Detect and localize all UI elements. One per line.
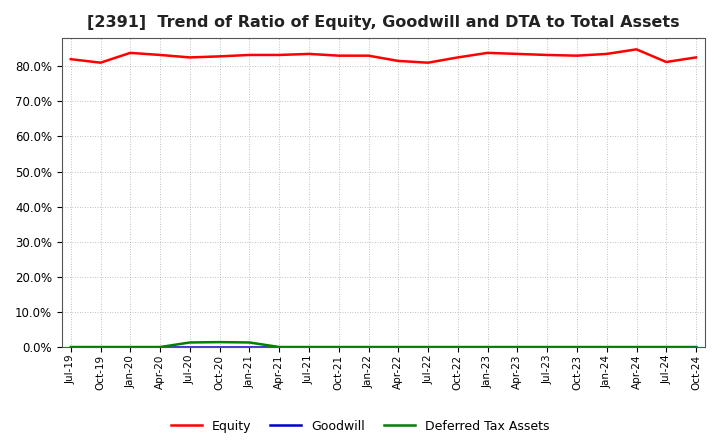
- Deferred Tax Assets: [215, 340, 224, 345]
- Goodwill: [156, 345, 164, 350]
- Goodwill: [662, 345, 670, 350]
- Equity: [96, 60, 105, 65]
- Goodwill: [483, 345, 492, 350]
- Deferred Tax Assets: [692, 345, 701, 350]
- Deferred Tax Assets: [305, 345, 313, 350]
- Legend: Equity, Goodwill, Deferred Tax Assets: Equity, Goodwill, Deferred Tax Assets: [166, 414, 554, 437]
- Goodwill: [215, 345, 224, 350]
- Equity: [156, 52, 164, 58]
- Deferred Tax Assets: [335, 345, 343, 350]
- Goodwill: [543, 345, 552, 350]
- Equity: [245, 52, 253, 58]
- Deferred Tax Assets: [126, 345, 135, 350]
- Goodwill: [603, 345, 611, 350]
- Equity: [275, 52, 284, 58]
- Deferred Tax Assets: [632, 345, 641, 350]
- Equity: [603, 51, 611, 57]
- Equity: [305, 51, 313, 57]
- Line: Equity: Equity: [71, 49, 696, 62]
- Equity: [543, 52, 552, 58]
- Equity: [215, 54, 224, 59]
- Goodwill: [572, 345, 581, 350]
- Goodwill: [692, 345, 701, 350]
- Equity: [335, 53, 343, 59]
- Equity: [692, 55, 701, 60]
- Deferred Tax Assets: [66, 345, 75, 350]
- Deferred Tax Assets: [364, 345, 373, 350]
- Deferred Tax Assets: [96, 345, 105, 350]
- Equity: [662, 59, 670, 65]
- Deferred Tax Assets: [603, 345, 611, 350]
- Equity: [513, 51, 522, 57]
- Equity: [66, 56, 75, 62]
- Deferred Tax Assets: [454, 345, 462, 350]
- Goodwill: [335, 345, 343, 350]
- Goodwill: [186, 345, 194, 350]
- Equity: [572, 53, 581, 59]
- Deferred Tax Assets: [662, 345, 670, 350]
- Equity: [454, 55, 462, 60]
- Deferred Tax Assets: [572, 345, 581, 350]
- Goodwill: [126, 345, 135, 350]
- Deferred Tax Assets: [275, 345, 284, 350]
- Goodwill: [513, 345, 522, 350]
- Goodwill: [245, 345, 253, 350]
- Equity: [186, 55, 194, 60]
- Goodwill: [305, 345, 313, 350]
- Goodwill: [632, 345, 641, 350]
- Title: [2391]  Trend of Ratio of Equity, Goodwill and DTA to Total Assets: [2391] Trend of Ratio of Equity, Goodwil…: [87, 15, 680, 30]
- Goodwill: [364, 345, 373, 350]
- Equity: [126, 50, 135, 55]
- Goodwill: [424, 345, 433, 350]
- Deferred Tax Assets: [394, 345, 402, 350]
- Equity: [364, 53, 373, 59]
- Equity: [424, 60, 433, 65]
- Deferred Tax Assets: [543, 345, 552, 350]
- Deferred Tax Assets: [424, 345, 433, 350]
- Deferred Tax Assets: [483, 345, 492, 350]
- Deferred Tax Assets: [245, 340, 253, 345]
- Deferred Tax Assets: [186, 340, 194, 345]
- Equity: [394, 58, 402, 63]
- Equity: [483, 50, 492, 55]
- Goodwill: [96, 345, 105, 350]
- Deferred Tax Assets: [156, 345, 164, 350]
- Equity: [632, 47, 641, 52]
- Goodwill: [66, 345, 75, 350]
- Line: Deferred Tax Assets: Deferred Tax Assets: [71, 342, 696, 347]
- Goodwill: [275, 345, 284, 350]
- Deferred Tax Assets: [513, 345, 522, 350]
- Goodwill: [394, 345, 402, 350]
- Goodwill: [454, 345, 462, 350]
